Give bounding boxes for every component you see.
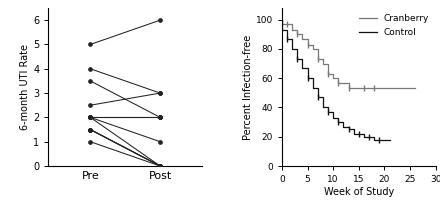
- Control: [305, 77, 310, 79]
- Cranberry: [300, 38, 305, 40]
- Control: [330, 117, 336, 119]
- Control: [377, 138, 382, 141]
- Cranberry: [279, 23, 285, 25]
- Cranberry: [295, 33, 300, 36]
- Cranberry: [341, 81, 346, 84]
- Cranberry: [371, 87, 377, 90]
- Control: [336, 121, 341, 123]
- Cranberry: [330, 77, 336, 79]
- Legend: Cranberry, Control: Cranberry, Control: [357, 13, 431, 39]
- Control: [387, 138, 392, 141]
- Y-axis label: 6-month UTI Rate: 6-month UTI Rate: [20, 44, 30, 130]
- Cranberry: [367, 87, 372, 90]
- Control: [346, 128, 351, 131]
- Cranberry: [351, 87, 356, 90]
- Control: [300, 67, 305, 69]
- Cranberry: [290, 29, 295, 31]
- Control: [310, 87, 315, 90]
- Control: [341, 125, 346, 128]
- Control: [371, 138, 377, 141]
- Control: [279, 29, 285, 31]
- Line: Control: Control: [282, 20, 389, 140]
- Control: [295, 58, 300, 60]
- X-axis label: Week of Study: Week of Study: [324, 187, 394, 197]
- Control: [279, 19, 285, 21]
- Cranberry: [320, 62, 326, 65]
- Control: [284, 38, 290, 40]
- Cranberry: [315, 58, 320, 60]
- Control: [361, 136, 367, 138]
- Cranberry: [361, 87, 367, 90]
- Line: Cranberry: Cranberry: [282, 20, 415, 88]
- Control: [326, 111, 331, 113]
- Control: [356, 133, 361, 135]
- Control: [367, 136, 372, 138]
- Y-axis label: Percent Infection-free: Percent Infection-free: [243, 34, 253, 140]
- Control: [315, 96, 320, 98]
- Cranberry: [284, 23, 290, 25]
- Control: [351, 133, 356, 135]
- Cranberry: [356, 87, 361, 90]
- Cranberry: [346, 87, 351, 90]
- Cranberry: [310, 48, 315, 50]
- Cranberry: [412, 87, 418, 90]
- Control: [290, 48, 295, 50]
- Control: [320, 106, 326, 109]
- Cranberry: [305, 43, 310, 46]
- Cranberry: [336, 81, 341, 84]
- Cranberry: [279, 19, 285, 21]
- Cranberry: [326, 73, 331, 75]
